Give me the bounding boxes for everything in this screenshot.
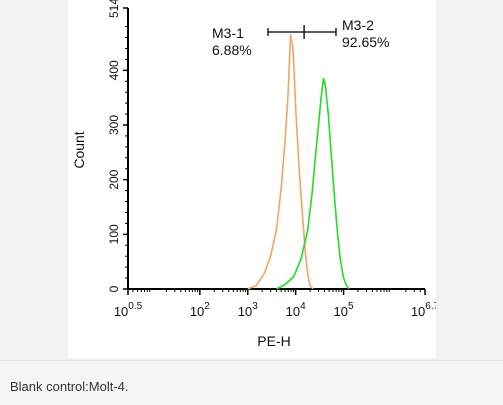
gate-percent-label: 6.88% [212, 42, 252, 58]
x-tick-label: 105 [334, 301, 354, 319]
x-tick-base: 10 [190, 304, 204, 319]
y-axis-label: Count [71, 131, 87, 168]
x-tick-base: 10 [411, 304, 425, 319]
y-tick-label: 0 [107, 285, 121, 292]
x-tick-base: 10 [286, 304, 300, 319]
x-tick-label: 100.5 [114, 301, 143, 319]
gate-name-label: M3-1 [212, 25, 244, 41]
x-tick-exponent: 4 [300, 301, 306, 312]
gate-percent-label: 92.65% [342, 34, 389, 50]
y-tick-label: 100 [107, 224, 121, 244]
x-tick-exponent: 6.7 [425, 301, 436, 312]
gate-layer: M3-16.88% M3-292.65% [212, 17, 389, 58]
x-tick-base: 10 [114, 304, 128, 319]
x-tick-exponent: 5 [348, 301, 354, 312]
y-tick-label: 514 [107, 0, 121, 18]
x-tick-label: 103 [238, 301, 258, 319]
x-tick-exponent: 0.5 [128, 301, 142, 312]
y-tick-label: 300 [107, 115, 121, 135]
y-tick-label: 400 [107, 60, 121, 80]
x-tick-label: 104 [286, 301, 306, 319]
x-tick-exponent: 2 [204, 301, 210, 312]
histogram-series-1 [247, 33, 314, 290]
x-tick-base: 10 [238, 304, 252, 319]
series-layer [247, 33, 350, 290]
histogram-series-2 [276, 77, 350, 290]
caption-bar: Blank control:Molt-4. [0, 360, 503, 405]
x-tick-label: 106.7 [411, 301, 436, 319]
gate-name-label: M3-2 [342, 17, 374, 33]
x-axis-label: PE-H [257, 333, 290, 349]
figure-caption: Blank control:Molt-4. [10, 379, 129, 394]
x-tick-exponent: 3 [252, 301, 258, 312]
y-tick-label: 200 [107, 169, 121, 189]
x-tick-base: 10 [334, 304, 348, 319]
x-tick-label: 102 [190, 301, 210, 319]
